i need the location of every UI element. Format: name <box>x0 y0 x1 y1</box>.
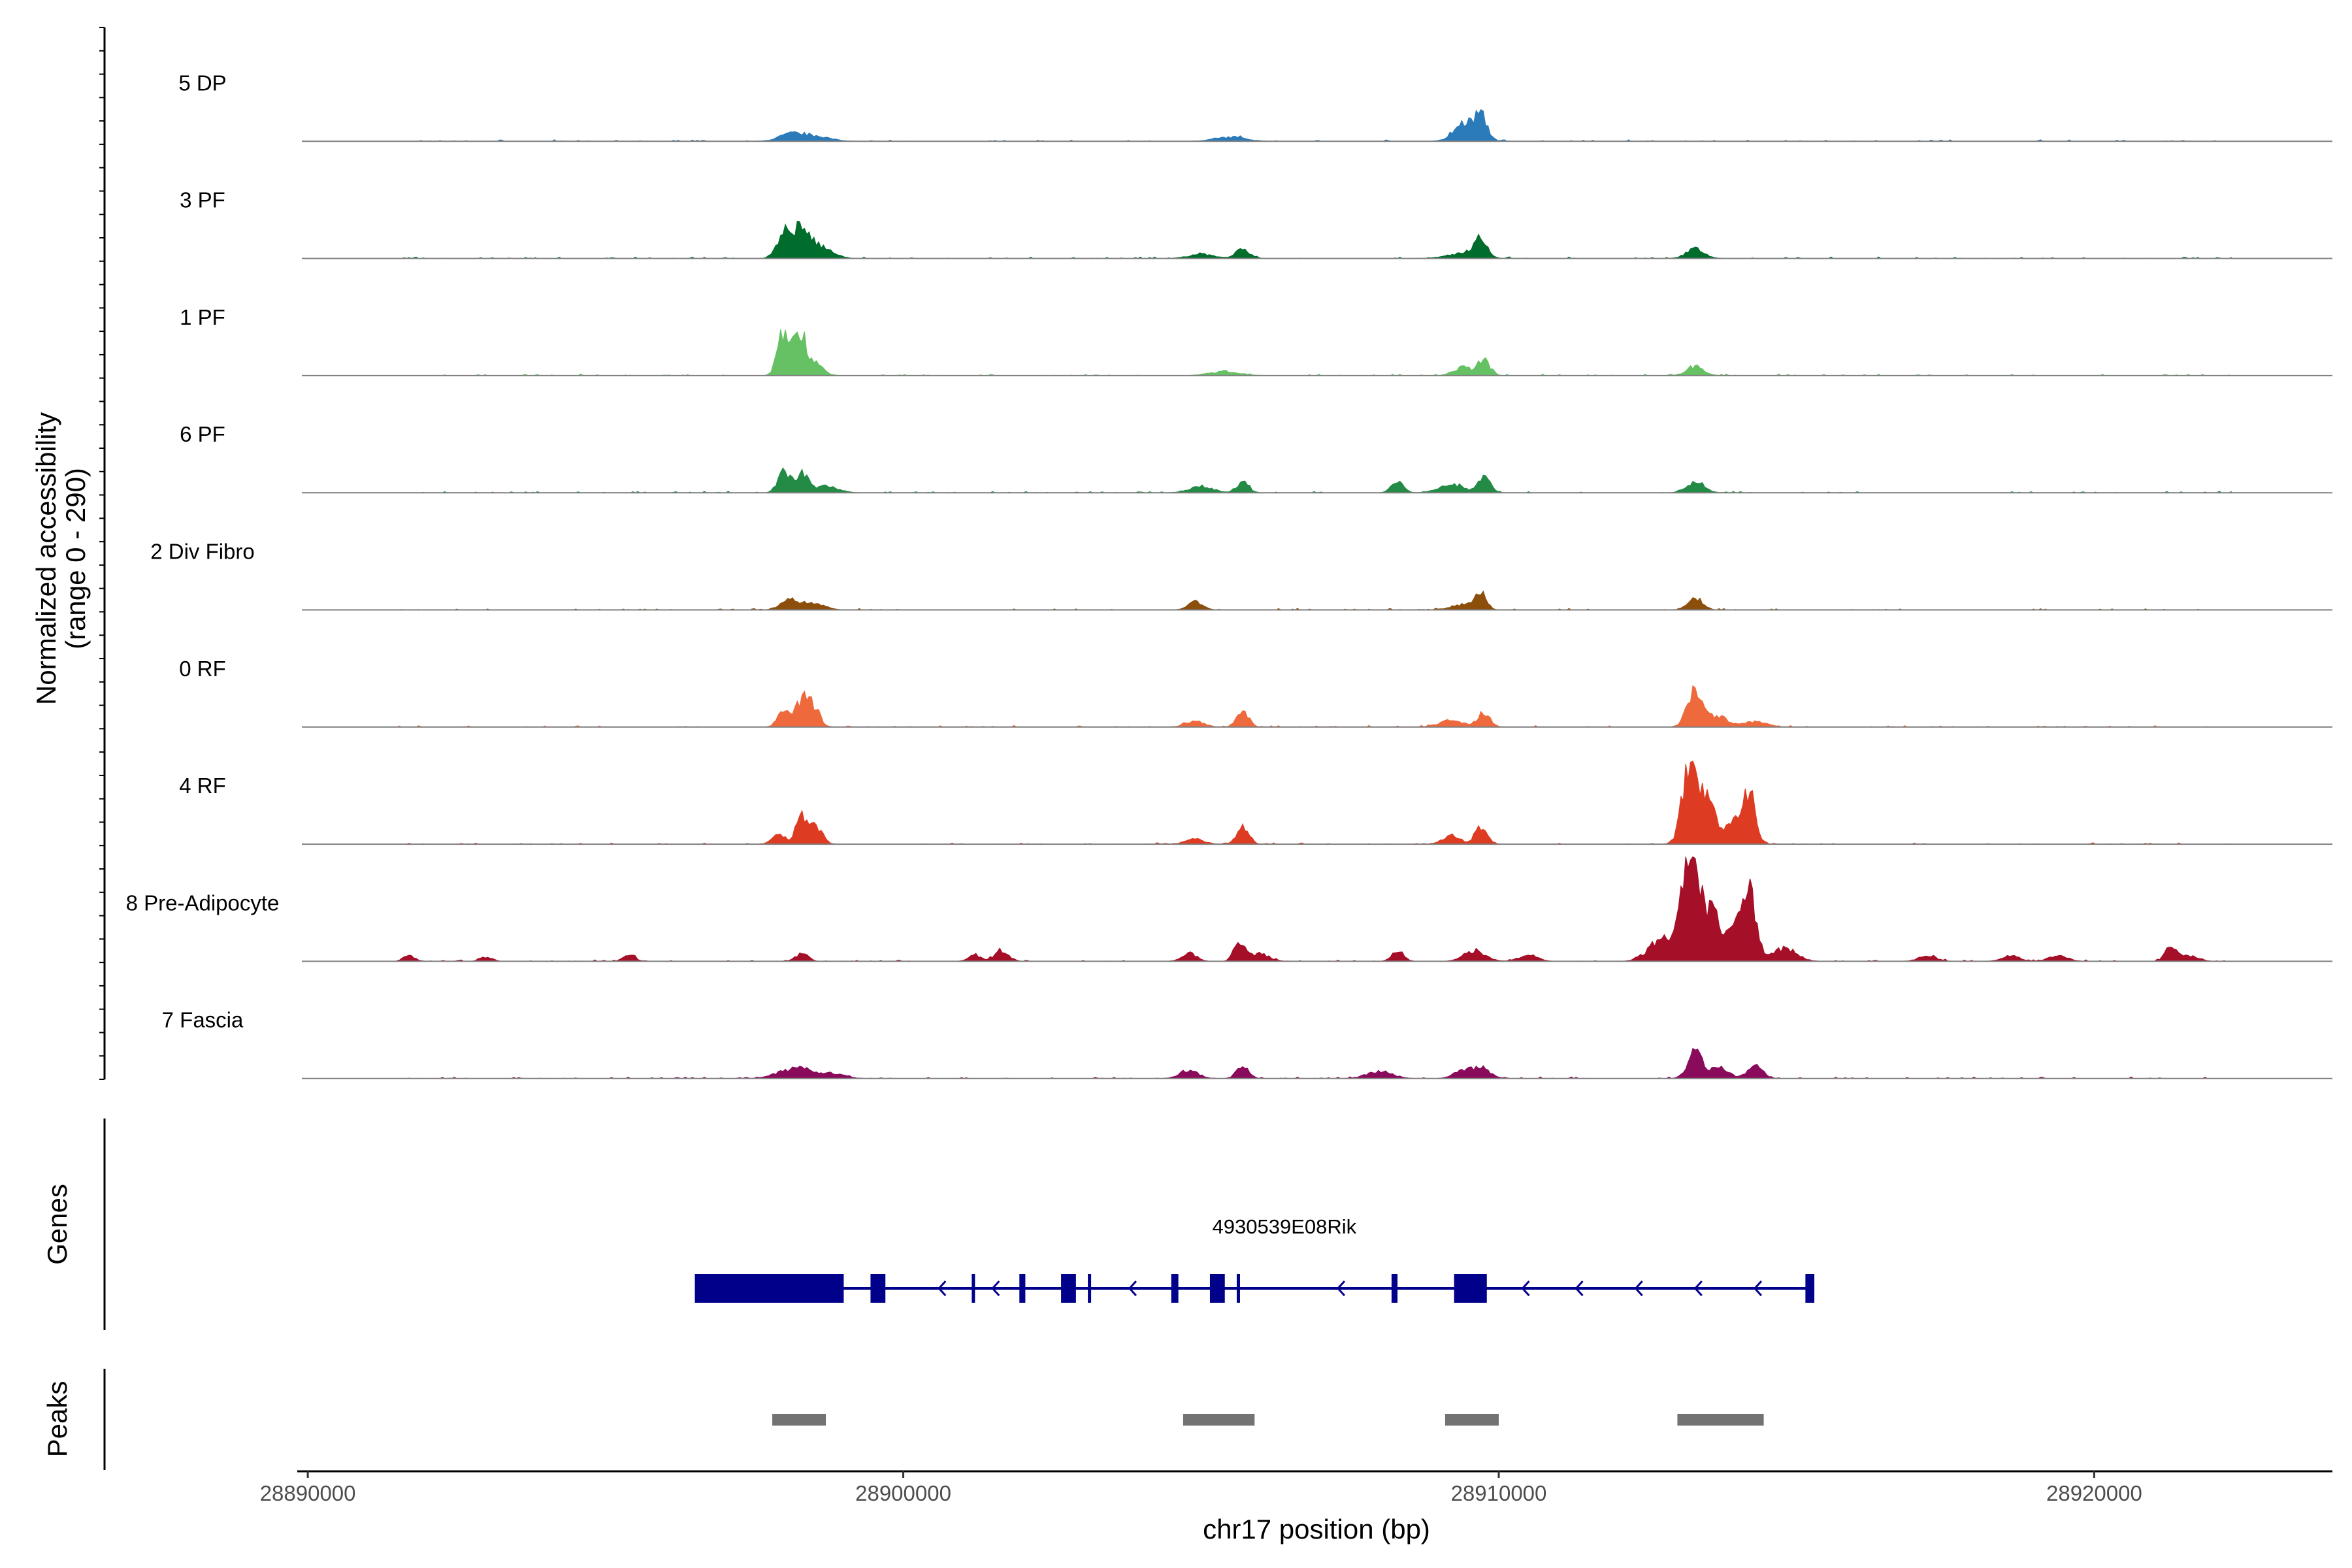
track-4-rf: 4 RF <box>179 760 2332 845</box>
coverage-area <box>397 467 2232 493</box>
coverage-tracks: 5 DP 3 PF 1 PF 6 PF 2 Div Fibro 0 RF 4 RF 8 Pre… <box>126 71 2332 1079</box>
strand-arrow <box>991 1280 1000 1297</box>
coverage-area <box>397 1047 2232 1079</box>
x-axis-title: chr17 position (bp) <box>1203 1514 1430 1544</box>
strand-arrow <box>1575 1280 1584 1297</box>
x-tick-label: 28910000 <box>1451 1481 1547 1505</box>
accessibility-y-axis <box>99 27 106 1080</box>
coverage-area <box>397 856 2232 962</box>
strand-arrow <box>1336 1280 1346 1297</box>
coverage-area <box>397 108 2232 142</box>
track-label: 0 RF <box>179 657 226 681</box>
genes-panel-label: Genes <box>42 1184 73 1265</box>
coverage-area <box>397 760 2232 845</box>
gene-exon <box>694 1274 844 1303</box>
coverage-area <box>397 590 2232 611</box>
y-axis-title: Normalized accessibility <box>31 412 61 705</box>
x-tick-label: 28920000 <box>2046 1481 2142 1505</box>
strand-arrow <box>938 1280 947 1297</box>
track-label: 4 RF <box>179 774 226 798</box>
track-label: 5 DP <box>178 71 226 95</box>
position-x-axis: 28890000 28900000 28910000 28920000 <box>260 1470 2332 1505</box>
peaks-panel: Peaks <box>42 1369 1764 1470</box>
gene-exon <box>870 1274 886 1303</box>
gene-exon <box>1088 1274 1092 1303</box>
gene-exon <box>1236 1274 1240 1303</box>
x-tick-label: 28900000 <box>855 1481 951 1505</box>
strand-arrow <box>1753 1280 1763 1297</box>
gene-exon <box>1209 1274 1225 1303</box>
strand-arrow <box>1634 1280 1643 1297</box>
track-5-dp: 5 DP <box>178 71 2332 142</box>
coverage-area <box>397 685 2232 728</box>
track-label: 2 Div Fibro <box>150 540 255 564</box>
coverage-area <box>397 329 2232 376</box>
track-1-pf: 1 PF <box>180 305 2332 376</box>
track-7-fascia: 7 Fascia <box>162 1008 2332 1079</box>
genes-panel: Genes 4930539E08Rik <box>42 1119 1815 1330</box>
gene-exon <box>1019 1274 1026 1303</box>
track-0-rf: 0 RF <box>179 657 2332 728</box>
track-label: 7 Fascia <box>162 1008 244 1032</box>
peaks-panel-label: Peaks <box>42 1381 73 1458</box>
gene-exon <box>972 1274 975 1303</box>
peak-region <box>1183 1414 1255 1426</box>
gene-exon <box>1454 1274 1487 1303</box>
gene-name-label: 4930539E08Rik <box>1213 1215 1357 1238</box>
track-6-pf: 6 PF <box>180 422 2332 494</box>
strand-arrow <box>1128 1280 1137 1297</box>
gene-exon <box>1061 1274 1076 1303</box>
strand-arrow <box>1693 1280 1703 1297</box>
track-8-pre-adipocyte: 8 Pre-Adipocyte <box>126 856 2332 962</box>
track-label: 8 Pre-Adipocyte <box>126 890 280 915</box>
peak-region <box>772 1414 826 1426</box>
x-tick-label: 28890000 <box>260 1481 356 1505</box>
track-label: 6 PF <box>180 422 225 446</box>
gene-exon <box>1805 1274 1815 1303</box>
track-label: 1 PF <box>180 305 225 329</box>
peak-region <box>1445 1414 1499 1426</box>
gene-exon <box>1171 1274 1179 1303</box>
y-axis-range-label: (range 0 - 290) <box>60 468 91 649</box>
strand-arrow <box>1521 1280 1530 1297</box>
track-2-div-fibro: 2 Div Fibro <box>150 540 2332 611</box>
track-label: 3 PF <box>180 188 225 212</box>
coverage-area <box>397 220 2232 259</box>
track-3-pf: 3 PF <box>180 188 2332 259</box>
peak-region <box>1677 1414 1764 1426</box>
gene-exon <box>1391 1274 1398 1303</box>
